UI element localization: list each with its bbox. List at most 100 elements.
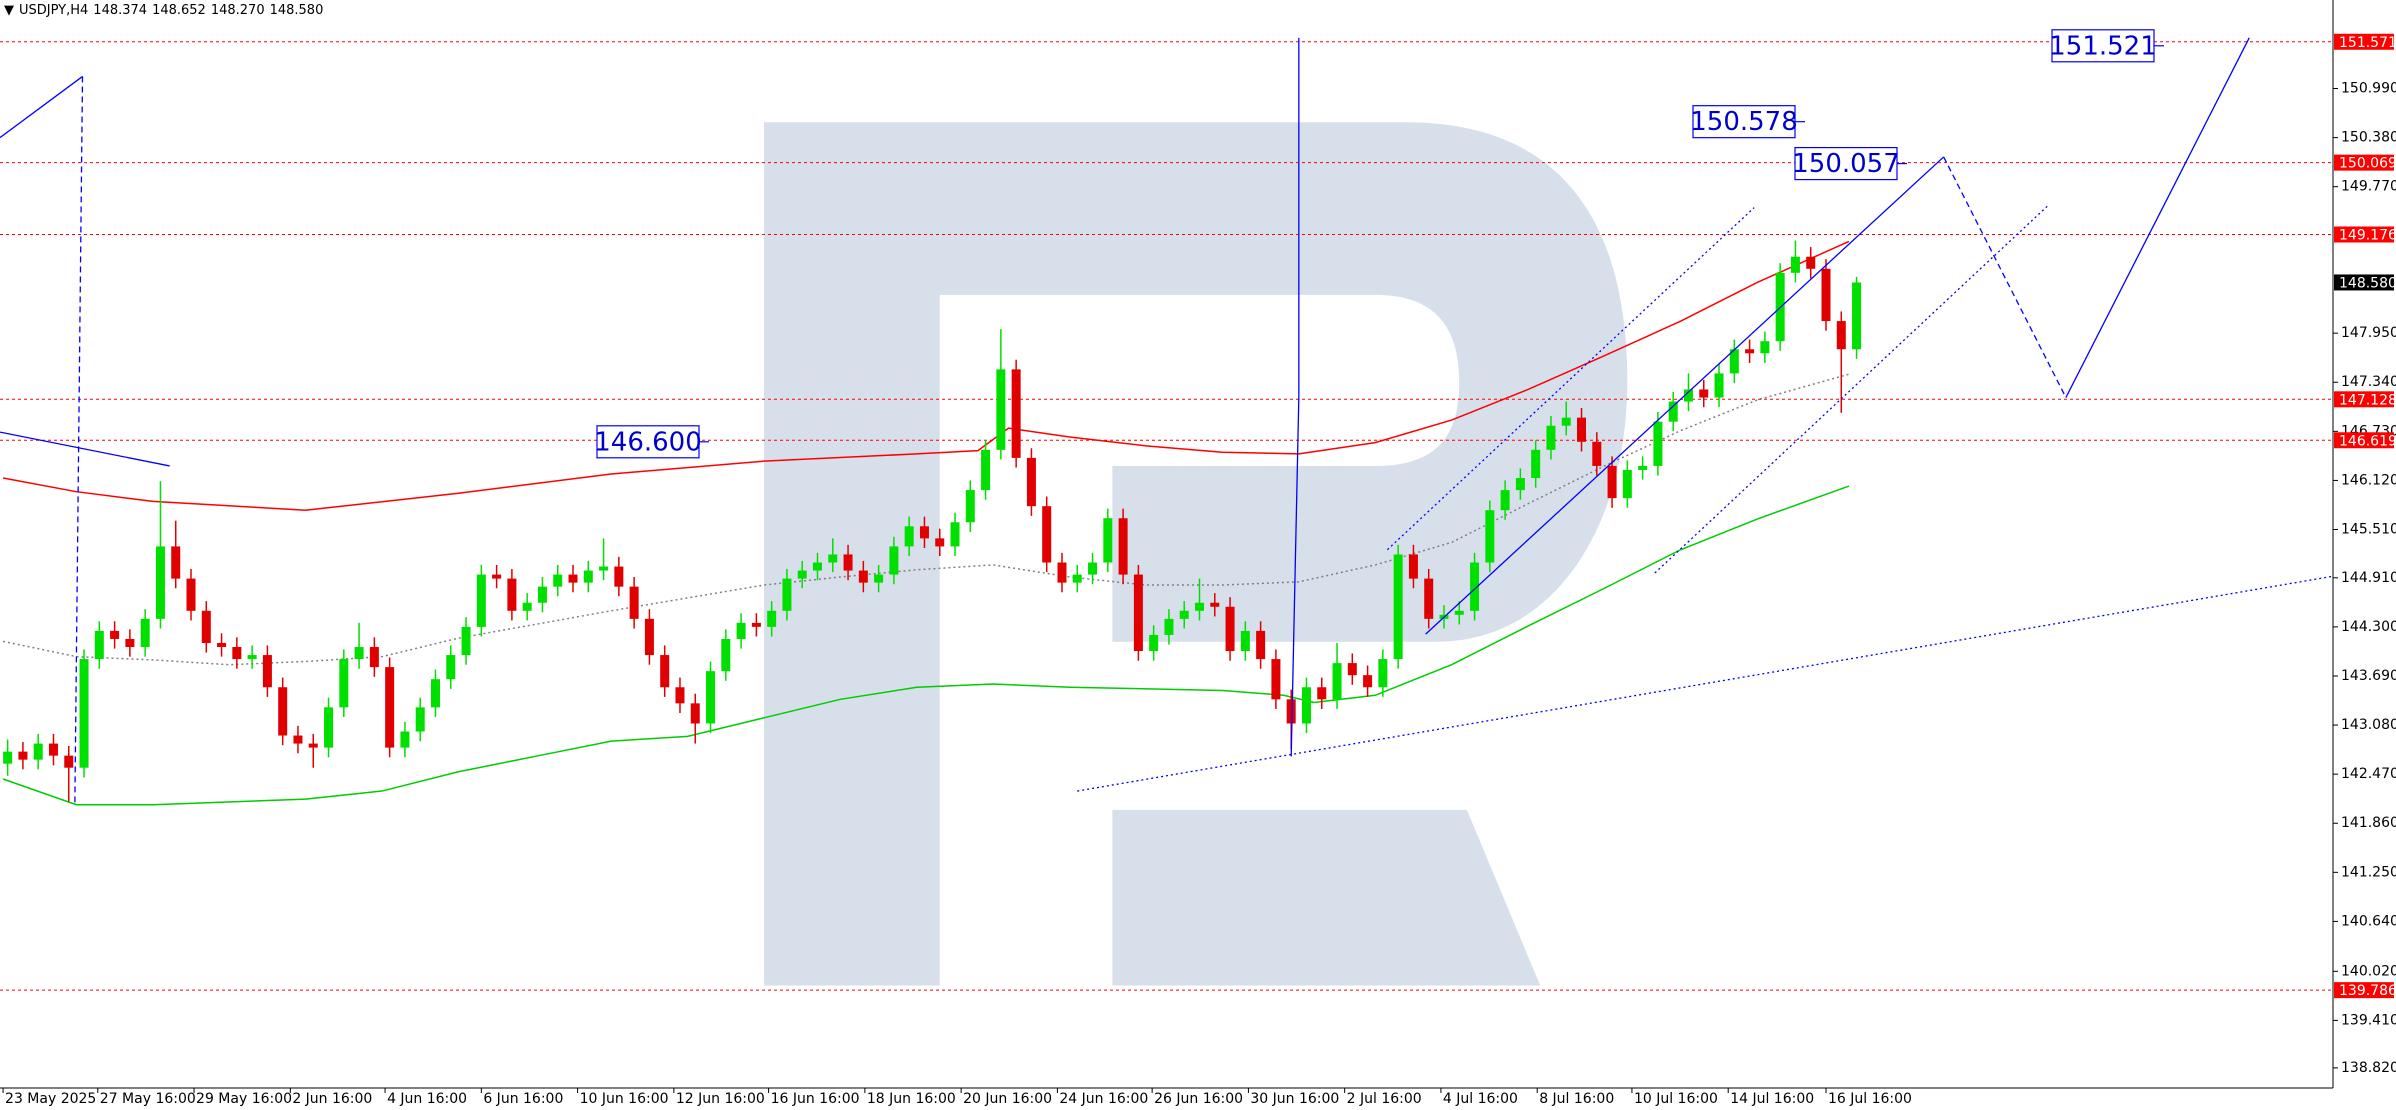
candle-body — [201, 610, 211, 643]
candle-body — [1714, 373, 1724, 398]
candle-body — [3, 751, 13, 764]
candle-body — [155, 546, 165, 619]
candle-body — [1485, 510, 1495, 563]
quote-high: 148.652 — [152, 3, 206, 18]
last-price-label: 148.580 — [2339, 275, 2396, 291]
candle-body — [706, 671, 716, 724]
trend-line — [1425, 156, 1945, 635]
candle-body — [1149, 634, 1159, 652]
logo-bowl — [764, 122, 1628, 986]
indicator-line — [2, 240, 1850, 511]
candle-body — [904, 526, 914, 547]
level-label-box — [2334, 33, 2394, 50]
candle-body — [950, 522, 960, 547]
x-tick-label: 16 Jun 16:00 — [771, 1091, 860, 1107]
candle-body — [1577, 417, 1587, 442]
x-tick-label: 2 Jun 16:00 — [292, 1091, 372, 1107]
y-tick-label: 142.470 — [2341, 766, 2396, 782]
logo-leg — [1112, 809, 1541, 986]
candle-body — [140, 618, 150, 648]
y-tick-label: 138.820 — [2341, 1060, 2396, 1076]
candle-body — [171, 546, 181, 579]
y-tick-label: 147.340 — [2341, 374, 2396, 390]
candle-body — [232, 647, 242, 660]
annotation-box — [1794, 147, 1898, 181]
candle-body — [1638, 465, 1648, 470]
candle-body — [874, 574, 884, 583]
x-tick-label: 16 Jul 16:00 — [1828, 1091, 1912, 1107]
trend-line — [1077, 575, 2333, 792]
y-tick-label: 144.300 — [2341, 619, 2396, 635]
candle-body — [797, 570, 807, 579]
candle-body — [461, 626, 471, 656]
candle-body — [308, 743, 318, 748]
candle-body — [64, 755, 74, 768]
trend-line — [0, 75, 83, 139]
candle-body — [369, 647, 379, 668]
candle-body — [1179, 610, 1189, 619]
candle-body — [1424, 578, 1434, 619]
x-tick-label: 8 Jul 16:00 — [1539, 1091, 1614, 1107]
candle-body — [858, 570, 868, 583]
candle-body — [660, 655, 670, 688]
candle-body — [110, 630, 120, 639]
x-tick-label: 4 Jul 16:00 — [1443, 1091, 1518, 1107]
y-tick-label: 150.380 — [2341, 130, 2396, 146]
candle-body — [1347, 663, 1357, 676]
candle-body — [354, 647, 364, 660]
candle-body — [629, 586, 639, 619]
level-label: 151.571 — [2339, 35, 2396, 51]
candle-body — [1210, 602, 1220, 607]
candle-body — [1393, 554, 1403, 660]
candle-body — [400, 731, 410, 748]
candle-body — [1271, 659, 1281, 700]
trend-line — [0, 431, 170, 467]
annotation-label: 150.057 — [1792, 149, 1900, 179]
candle-body — [1668, 401, 1678, 422]
candle-body — [1852, 282, 1862, 350]
candle-body — [1546, 425, 1556, 450]
x-tick-label: 12 Jun 16:00 — [676, 1091, 765, 1107]
quote-close: 148.580 — [269, 3, 324, 18]
candle-body — [1470, 562, 1480, 611]
x-tick-label: 4 Jun 16:00 — [387, 1091, 467, 1107]
candle-body — [507, 578, 517, 611]
y-tick-label: 140.020 — [2341, 963, 2396, 979]
candle-body — [1683, 389, 1693, 402]
candle-body — [1836, 321, 1846, 350]
candle-body — [1011, 369, 1021, 458]
candle-body — [1072, 574, 1082, 583]
candle-body — [247, 655, 257, 660]
candle-body — [1301, 687, 1311, 724]
time-axis-panel — [0, 1088, 2396, 1110]
candle-body — [1500, 490, 1510, 511]
x-tick-label: 6 Jun 16:00 — [483, 1091, 563, 1107]
candle-body — [385, 667, 395, 748]
trend-line — [1387, 207, 1755, 551]
candle-body — [1256, 630, 1266, 660]
x-tick-label: 30 Jun 16:00 — [1250, 1091, 1339, 1107]
candle-body — [935, 538, 945, 547]
annotation-box — [596, 425, 700, 459]
candle-body — [889, 546, 899, 575]
candle-body — [430, 679, 440, 708]
candle-body — [262, 655, 272, 688]
candle-body — [767, 610, 777, 627]
candle-body — [996, 369, 1006, 450]
candle-body — [1317, 687, 1327, 700]
menu-arrow: ▼ — [4, 3, 14, 18]
plot-area: 146.600 150.578 150.057 151.521 — [0, 29, 2333, 991]
candle-body — [1133, 574, 1143, 652]
candle-body — [1286, 699, 1296, 724]
x-tick-label: 10 Jul 16:00 — [1634, 1091, 1718, 1107]
candle-body — [1607, 465, 1617, 499]
x-tick-label: 26 Jun 16:00 — [1154, 1091, 1243, 1107]
annotation-label: 146.600 — [594, 427, 702, 457]
x-tick-label: 10 Jun 16:00 — [580, 1091, 669, 1107]
annotation-box — [2051, 29, 2155, 63]
trend-line — [1943, 156, 2067, 398]
level-label-box — [2334, 391, 2394, 408]
candle-body — [33, 743, 43, 760]
candle-body — [339, 659, 349, 708]
